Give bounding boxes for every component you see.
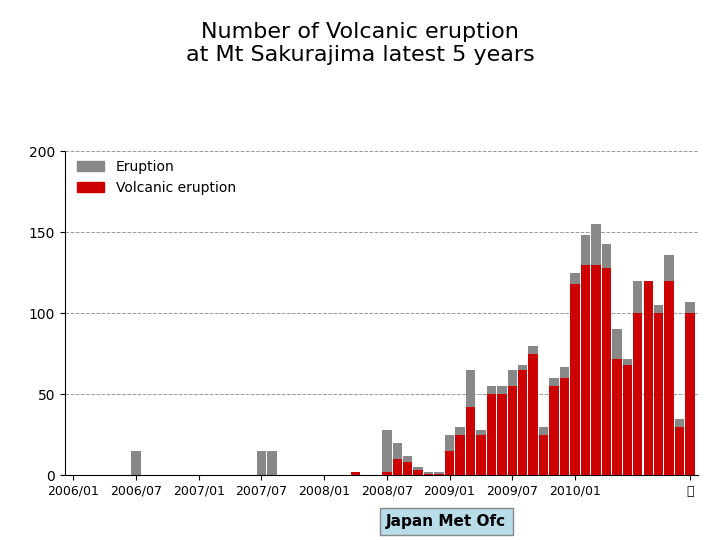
Bar xyxy=(518,365,528,475)
Bar xyxy=(665,281,674,475)
Bar xyxy=(549,386,559,475)
Bar xyxy=(612,359,621,475)
Bar xyxy=(570,284,580,475)
Bar xyxy=(685,313,695,475)
Bar xyxy=(623,359,632,475)
Bar xyxy=(518,370,528,475)
Bar xyxy=(382,430,392,475)
Bar xyxy=(644,281,653,475)
Bar xyxy=(528,354,538,475)
Bar xyxy=(675,427,684,475)
Bar xyxy=(487,394,496,475)
Bar xyxy=(560,367,570,475)
Bar xyxy=(466,370,475,475)
Bar xyxy=(403,462,413,475)
Bar xyxy=(539,427,549,475)
Bar xyxy=(591,265,600,475)
Bar xyxy=(623,365,632,475)
Text: Number of Volcanic eruption
at Mt Sakurajima latest 5 years: Number of Volcanic eruption at Mt Sakura… xyxy=(186,22,534,65)
Bar xyxy=(644,281,653,475)
Bar xyxy=(612,329,621,475)
Text: Japan Met Ofc: Japan Met Ofc xyxy=(387,514,506,529)
Bar xyxy=(528,346,538,475)
Bar xyxy=(581,265,590,475)
Bar xyxy=(382,472,392,475)
Bar xyxy=(455,435,464,475)
Bar xyxy=(508,386,517,475)
Bar xyxy=(497,394,507,475)
Bar xyxy=(633,281,642,475)
Bar xyxy=(675,418,684,475)
Bar xyxy=(413,470,423,475)
Bar xyxy=(131,451,140,475)
Bar xyxy=(602,268,611,475)
Bar xyxy=(424,472,433,475)
Bar xyxy=(445,435,454,475)
Bar xyxy=(654,305,663,475)
Bar xyxy=(591,224,600,475)
Bar xyxy=(351,472,360,475)
Bar xyxy=(685,302,695,475)
Bar xyxy=(267,451,276,475)
Bar xyxy=(487,386,496,475)
Bar xyxy=(497,386,507,475)
Bar xyxy=(256,451,266,475)
Bar xyxy=(602,244,611,475)
Bar xyxy=(539,435,549,475)
Bar xyxy=(560,378,570,475)
Bar xyxy=(476,430,485,475)
Bar xyxy=(570,273,580,475)
Bar xyxy=(403,456,413,475)
Bar xyxy=(508,370,517,475)
Bar xyxy=(581,235,590,475)
Bar xyxy=(633,313,642,475)
Bar xyxy=(654,313,663,475)
Bar xyxy=(549,378,559,475)
Bar xyxy=(392,459,402,475)
Bar xyxy=(413,467,423,475)
Bar xyxy=(434,474,444,475)
Bar xyxy=(466,407,475,475)
Bar xyxy=(392,443,402,475)
Bar xyxy=(424,474,433,475)
Bar xyxy=(434,472,444,475)
Bar xyxy=(665,255,674,475)
Legend: Eruption, Volcanic eruption: Eruption, Volcanic eruption xyxy=(71,154,241,200)
Bar xyxy=(351,472,360,475)
Bar xyxy=(455,427,464,475)
Bar xyxy=(476,435,485,475)
Bar xyxy=(445,451,454,475)
